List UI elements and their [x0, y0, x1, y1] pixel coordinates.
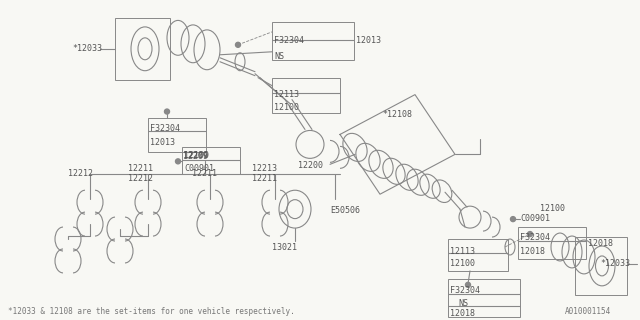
Bar	[115, 18, 170, 80]
Circle shape	[511, 217, 515, 221]
Bar	[272, 22, 354, 60]
Text: 12213: 12213	[252, 164, 277, 173]
Text: 12100: 12100	[540, 204, 565, 213]
Text: 12211: 12211	[252, 174, 277, 183]
Text: 12212: 12212	[128, 174, 153, 183]
Text: NS: NS	[458, 299, 468, 308]
Text: NS: NS	[274, 52, 284, 61]
Text: C00901: C00901	[184, 164, 214, 173]
Text: F32304: F32304	[150, 124, 180, 133]
Text: 12209: 12209	[183, 151, 208, 160]
Bar	[448, 239, 508, 271]
Text: *12033: *12033	[600, 259, 630, 268]
Text: 12113: 12113	[450, 247, 475, 256]
Circle shape	[236, 42, 241, 47]
Bar	[518, 227, 586, 259]
Text: E50506: E50506	[330, 206, 360, 215]
Text: 12100: 12100	[184, 151, 209, 160]
Text: *12033 & 12108 are the set-items for one vehicle respectively.: *12033 & 12108 are the set-items for one…	[8, 307, 295, 316]
Text: 12211: 12211	[128, 164, 153, 173]
Bar	[448, 279, 520, 317]
Text: *12033: *12033	[72, 44, 102, 53]
Text: 12211: 12211	[192, 169, 217, 178]
Circle shape	[465, 282, 470, 287]
Circle shape	[527, 232, 532, 236]
Text: 12100: 12100	[274, 103, 299, 112]
Text: C00901: C00901	[520, 214, 550, 223]
Bar	[272, 78, 340, 113]
Text: 12212: 12212	[68, 169, 93, 178]
Text: 13021: 13021	[272, 243, 297, 252]
Text: A010001154: A010001154	[565, 307, 611, 316]
Text: F32304: F32304	[274, 36, 304, 45]
Text: 12018: 12018	[450, 309, 475, 318]
Bar	[575, 237, 627, 295]
Circle shape	[175, 159, 180, 164]
Text: 12013: 12013	[150, 139, 175, 148]
Text: 12018: 12018	[520, 247, 545, 256]
Bar	[182, 148, 240, 174]
Text: F32304: F32304	[450, 286, 480, 295]
Text: 12018: 12018	[588, 239, 613, 248]
Bar	[148, 117, 206, 152]
Text: 12113: 12113	[274, 90, 299, 99]
Text: 12200: 12200	[298, 161, 323, 170]
Text: 12013: 12013	[356, 36, 381, 45]
Text: *12108: *12108	[382, 109, 412, 118]
Text: 12100: 12100	[450, 259, 475, 268]
Text: 12209: 12209	[183, 152, 208, 161]
Text: F32304: F32304	[520, 233, 550, 242]
Circle shape	[164, 109, 170, 114]
